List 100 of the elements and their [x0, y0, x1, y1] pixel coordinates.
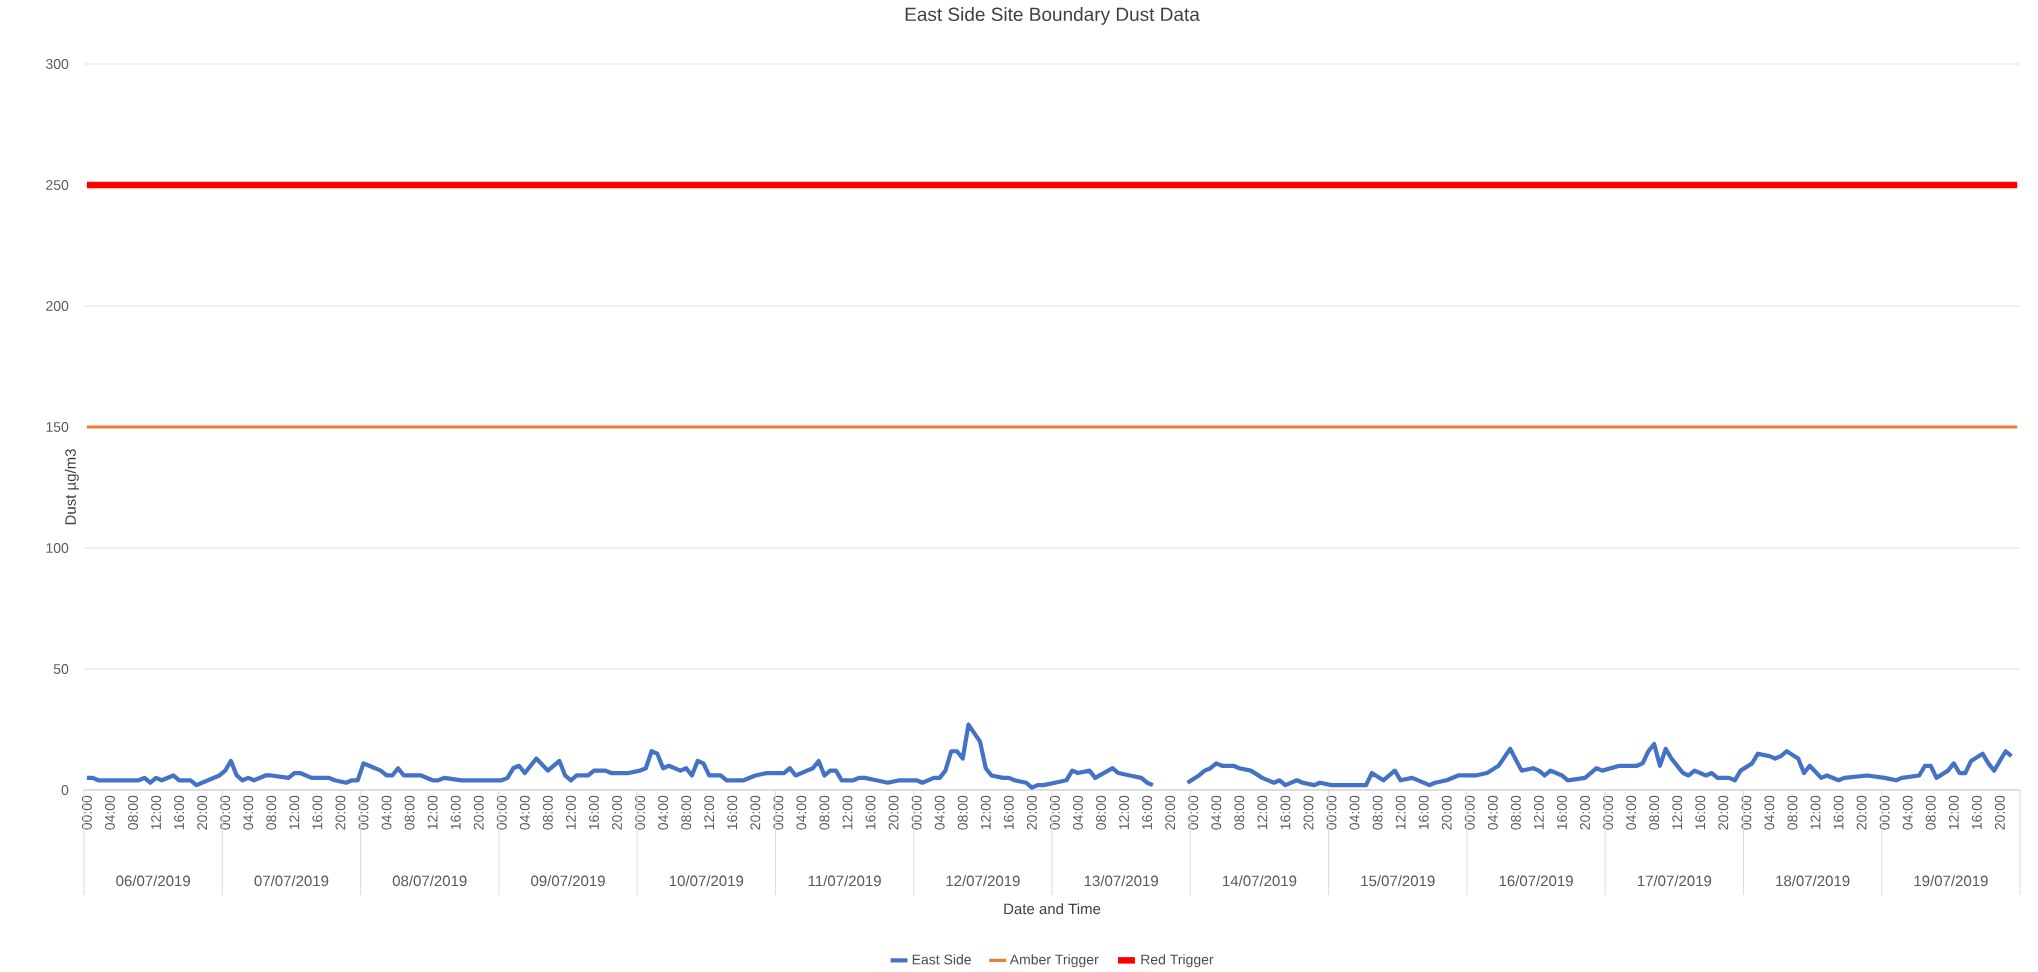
- x-tick-label: 08:00: [1649, 795, 1660, 830]
- x-tick-label: 20:00: [1718, 795, 1729, 830]
- y-tick-label: 50: [53, 664, 69, 674]
- x-tick-label: 12:00: [842, 795, 853, 830]
- x-tick-label: 04:00: [1902, 795, 1913, 830]
- text: 19/07/2019: [1914, 875, 1988, 887]
- x-tick-label: 04:00: [658, 795, 669, 830]
- text: 06/07/2019: [116, 875, 190, 887]
- x-tick-label: 20:00: [888, 795, 899, 830]
- text: 07/07/2019: [254, 875, 329, 887]
- x-tick-label: 20:00: [1994, 795, 2005, 830]
- x-tick-label: 04:00: [243, 795, 254, 830]
- x-tick-label: 04:00: [104, 795, 115, 830]
- y-tick-label: 300: [45, 59, 69, 69]
- x-tick-label: 04:00: [1764, 795, 1775, 830]
- x-tick-label: 20:00: [473, 795, 484, 830]
- x-tick-label: 08:00: [404, 795, 415, 830]
- x-tick-label: 08:00: [266, 795, 277, 830]
- x-tick-label: 16:00: [727, 795, 738, 830]
- x-tick-label: 00:00: [1188, 795, 1199, 830]
- text: 17/07/2019: [1637, 875, 1712, 887]
- x-tick-label: 12:00: [565, 795, 576, 830]
- x-tick-label: 16:00: [588, 795, 599, 830]
- x-tick-label: 16:00: [1418, 795, 1429, 830]
- x-tick-label: 16:00: [312, 795, 323, 830]
- text: 16/07/2019: [1499, 875, 1573, 887]
- text: 13/07/2019: [1084, 875, 1158, 887]
- x-tick-label: 16:00: [1003, 795, 1014, 830]
- x-tick-label: 20:00: [1165, 795, 1176, 830]
- text: 12/07/2019: [946, 875, 1020, 887]
- text: 10/07/2019: [669, 875, 744, 887]
- x-tick-label: 08:00: [1925, 795, 1936, 830]
- text: 18/07/2019: [1776, 875, 1850, 887]
- text: 11/07/2019: [808, 875, 881, 887]
- x-tick-label: 00:00: [911, 795, 922, 830]
- x-tick-label: 00:00: [1741, 795, 1752, 830]
- x-tick-label: 04:00: [1349, 795, 1360, 830]
- y-tick-label: 100: [46, 543, 69, 553]
- x-tick-label: 12:00: [1395, 795, 1406, 830]
- x-tick-label: 20:00: [1856, 795, 1867, 830]
- x-tick-label: 16:00: [450, 795, 461, 830]
- x-tick-label: 04:00: [1072, 795, 1083, 830]
- x-tick-label: 00:00: [496, 795, 507, 830]
- x-tick-label: 08:00: [1096, 795, 1106, 830]
- text: 09/07/2019: [531, 875, 605, 887]
- x-tick-label: 12:00: [1119, 795, 1130, 830]
- x-tick-label: 00:00: [358, 795, 369, 830]
- x-tick-label: 04:00: [381, 795, 392, 830]
- x-tick-label: 20:00: [1026, 795, 1037, 830]
- y-axis-title: Dust µg/m3: [64, 449, 79, 525]
- x-tick-label: 00:00: [1879, 795, 1890, 830]
- x-tick-label: 08:00: [128, 795, 138, 830]
- x-tick-label: 12:00: [289, 795, 300, 830]
- legend-label: Red Trigger: [1141, 954, 1214, 968]
- x-tick-label: 16:00: [865, 795, 876, 830]
- x-tick-label: 16:00: [1833, 795, 1844, 830]
- x-tick-label: 12:00: [1257, 795, 1268, 830]
- x-tick-label: 00:00: [220, 795, 231, 830]
- legend-label: Amber Trigger: [1009, 954, 1099, 968]
- chart-title: East Side Site Boundary Dust Data: [905, 7, 1200, 25]
- y-tick-label: 150: [46, 422, 69, 432]
- x-tick-label: 00:00: [81, 795, 92, 830]
- x-tick-label: 08:00: [1510, 795, 1521, 830]
- x-tick-label: 08:00: [1372, 795, 1383, 830]
- legend-label: East Side: [912, 954, 971, 965]
- x-tick-label: 00:00: [1464, 795, 1475, 830]
- x-tick-label: 12:00: [1810, 795, 1821, 830]
- x-tick-label: 00:00: [1049, 795, 1060, 830]
- x-tick-label: 12:00: [1672, 795, 1683, 830]
- x-tick-label: 08:00: [1234, 795, 1245, 830]
- x-tick-label: 20:00: [197, 795, 208, 830]
- x-tick-label: 12:00: [1948, 795, 1959, 830]
- x-tick-label: 00:00: [1603, 795, 1614, 830]
- x-tick-label: 12:00: [980, 795, 991, 830]
- x-tick-label: 08:00: [542, 795, 553, 830]
- x-tick-label: 16:00: [1695, 795, 1706, 830]
- text: 08/07/2019: [392, 875, 467, 887]
- x-tick-label: 04:00: [1626, 795, 1637, 830]
- x-tick-label: 04:00: [796, 795, 807, 830]
- x-tick-label: 00:00: [773, 795, 784, 830]
- text: 15/07/2019: [1361, 875, 1435, 887]
- x-tick-label: 16:00: [174, 795, 185, 830]
- x-tick-label: 00:00: [635, 795, 646, 830]
- x-tick-label: 16:00: [1142, 795, 1153, 830]
- y-tick-label: 200: [46, 301, 69, 311]
- x-tick-label: 16:00: [1557, 795, 1567, 830]
- x-tick-label: 00:00: [1326, 795, 1337, 830]
- x-tick-label: 20:00: [1303, 795, 1314, 830]
- x-tick-label: 04:00: [934, 795, 945, 830]
- x-tick-label: 20:00: [612, 795, 622, 830]
- x-tick-label: 20:00: [750, 795, 761, 830]
- y-tick-label: 250: [46, 180, 69, 190]
- x-tick-label: 08:00: [819, 795, 830, 830]
- x-tick-label: 20:00: [1441, 795, 1452, 830]
- x-tick-label: 04:00: [519, 795, 530, 830]
- text: 14/07/2019: [1223, 875, 1297, 887]
- x-tick-label: 08:00: [957, 795, 968, 830]
- y-tick-label: 0: [61, 785, 69, 795]
- x-tick-label: 16:00: [1280, 795, 1291, 830]
- x-tick-label: 12:00: [151, 795, 161, 830]
